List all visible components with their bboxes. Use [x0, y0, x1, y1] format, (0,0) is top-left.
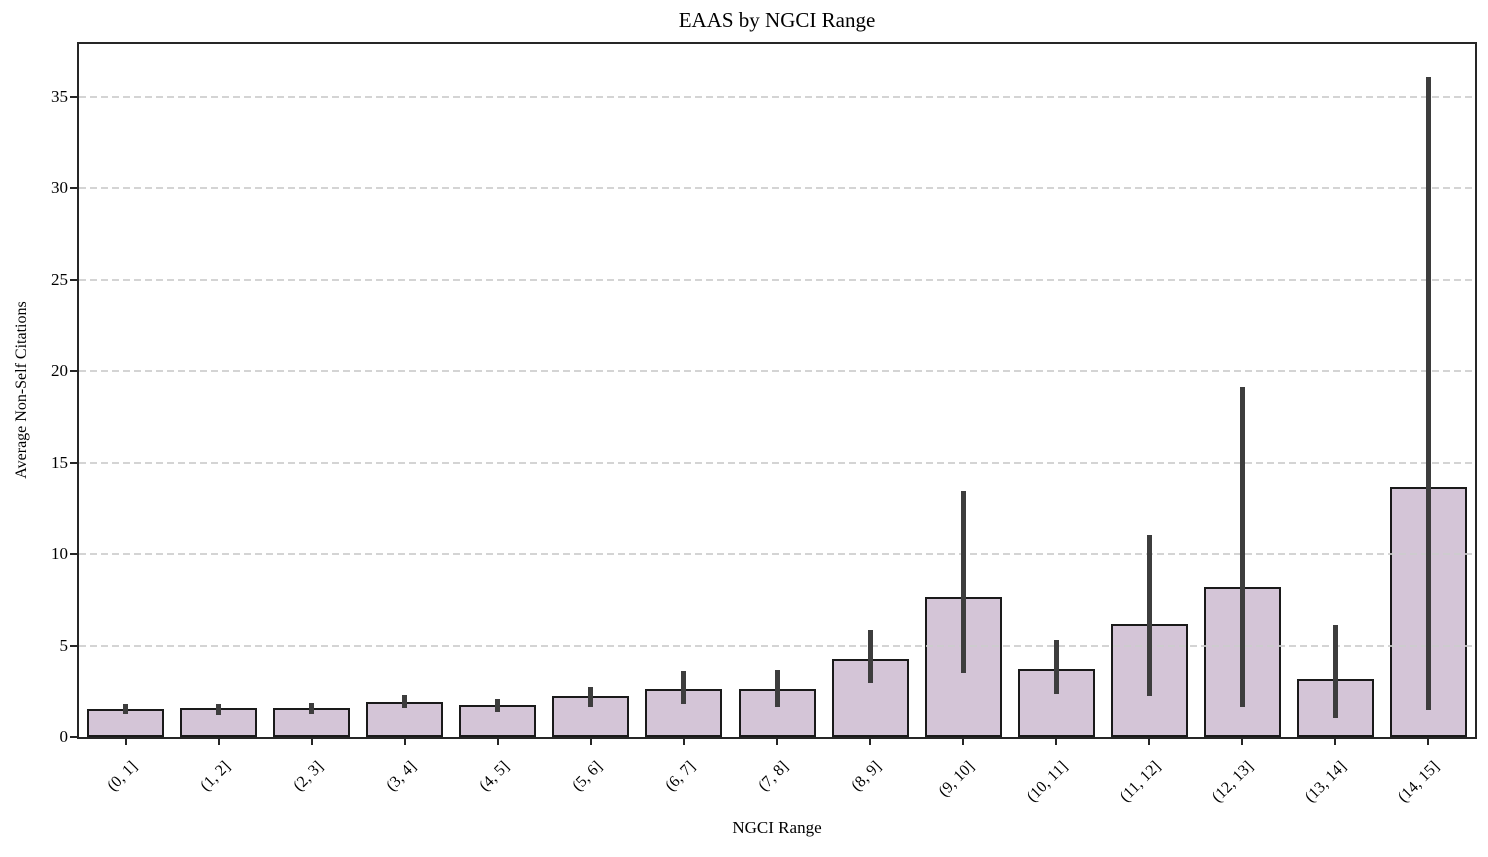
x-tick-mark [218, 739, 220, 745]
x-tick-mark [869, 739, 871, 745]
error-bar [309, 703, 314, 714]
gridline [79, 187, 1475, 189]
y-tick-mark [70, 370, 77, 372]
y-tick-label: 0 [59, 727, 69, 746]
x-tick-label-text: (3, 4] [383, 758, 421, 795]
error-bar [1240, 387, 1245, 707]
x-tick-label-text: (14, 15] [1395, 758, 1444, 806]
x-tick-mark [125, 739, 127, 745]
error-bar [588, 687, 593, 707]
y-tick-mark [70, 645, 77, 647]
y-tick-label: 10 [51, 544, 68, 563]
y-tick-mark [70, 553, 77, 555]
x-axis-label: NGCI Range [732, 818, 822, 837]
x-tick-label-text: (1, 2] [197, 758, 235, 795]
error-bar [402, 695, 407, 708]
error-bar [123, 704, 128, 714]
error-bar [681, 671, 686, 704]
x-tick-label-text: (13, 14] [1302, 758, 1351, 806]
x-tick-mark [311, 739, 313, 745]
y-tick-label: 30 [51, 178, 68, 197]
y-tick-label: 25 [51, 270, 68, 289]
y-tick-label: 35 [51, 87, 68, 106]
y-tick-label: 5 [59, 636, 69, 655]
x-tick-mark [497, 739, 499, 745]
x-tick-label-text: (7, 8] [755, 758, 793, 795]
x-tick-mark [1055, 739, 1057, 745]
x-tick-mark [962, 739, 964, 745]
gridline [79, 370, 1475, 372]
y-tick-mark [70, 187, 77, 189]
error-bar [961, 491, 966, 673]
gridline [79, 553, 1475, 555]
x-tick-mark [404, 739, 406, 745]
x-tick-label-text: (11, 12] [1116, 758, 1165, 806]
chart-title: EAAS by NGCI Range [678, 8, 876, 32]
error-bar [775, 670, 780, 707]
error-bar [495, 699, 500, 712]
x-tick-label-text: (9, 10] [935, 758, 979, 801]
error-bar [1426, 77, 1431, 710]
x-tick-label-text: (10, 11] [1023, 758, 1072, 806]
gridline [79, 96, 1475, 98]
error-bar [1333, 625, 1338, 718]
x-tick-label-text: (0, 1] [104, 758, 142, 795]
plot-area [77, 42, 1477, 739]
gridline [79, 462, 1475, 464]
x-tick-mark [1427, 739, 1429, 745]
x-tick-mark [776, 739, 778, 745]
x-tick-label-text: (6, 7] [662, 758, 700, 795]
x-tick-mark [590, 739, 592, 745]
y-tick-label: 20 [51, 361, 68, 380]
x-tick-label-text: (12, 13] [1209, 758, 1258, 806]
error-bar [216, 704, 221, 715]
gridline [79, 279, 1475, 281]
error-bar [1147, 535, 1152, 696]
x-tick-label-text: (8, 9] [848, 758, 886, 795]
y-tick-mark [70, 736, 77, 738]
x-tick-label-text: (4, 5] [476, 758, 514, 795]
x-tick-mark [1334, 739, 1336, 745]
error-bar [1054, 640, 1059, 694]
error-bar [868, 630, 873, 683]
y-tick-mark [70, 96, 77, 98]
y-tick-mark [70, 462, 77, 464]
y-tick-mark [70, 279, 77, 281]
x-tick-mark [1148, 739, 1150, 745]
x-tick-mark [1241, 739, 1243, 745]
gridline [79, 645, 1475, 647]
x-tick-mark [683, 739, 685, 745]
x-tick-label-text: (5, 6] [569, 758, 607, 795]
y-tick-label: 15 [51, 453, 68, 472]
x-tick-label-text: (2, 3] [290, 758, 328, 795]
